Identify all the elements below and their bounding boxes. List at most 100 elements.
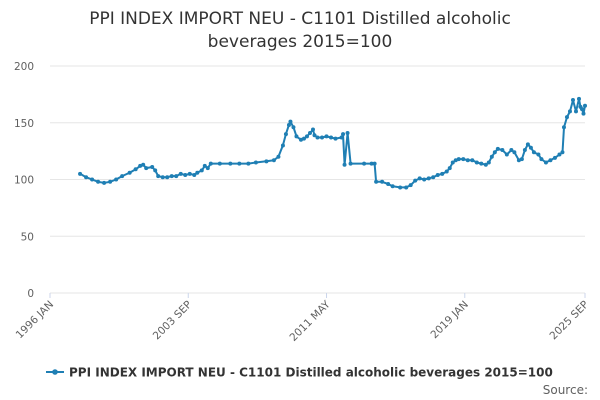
data-point[interactable] (483, 162, 488, 167)
data-point[interactable] (408, 183, 413, 188)
data-point[interactable] (160, 175, 165, 180)
data-point[interactable] (271, 158, 276, 163)
data-point[interactable] (114, 177, 119, 182)
data-point[interactable] (205, 166, 210, 171)
data-point[interactable] (310, 127, 315, 132)
data-point[interactable] (288, 119, 293, 124)
data-point[interactable] (90, 177, 95, 182)
data-point[interactable] (447, 166, 452, 171)
data-point[interactable] (348, 161, 353, 166)
data-point[interactable] (486, 160, 491, 165)
data-point[interactable] (199, 168, 204, 173)
data-point[interactable] (536, 152, 541, 157)
data-point[interactable] (522, 147, 527, 152)
data-point[interactable] (440, 171, 445, 176)
data-point[interactable] (374, 179, 379, 184)
data-point[interactable] (144, 166, 149, 171)
data-point[interactable] (320, 135, 325, 140)
data-point[interactable] (178, 171, 183, 176)
data-point[interactable] (195, 170, 200, 175)
data-point[interactable] (504, 152, 509, 157)
data-point[interactable] (246, 161, 251, 166)
data-point[interactable] (228, 161, 233, 166)
data-point[interactable] (192, 172, 197, 177)
data-point[interactable] (531, 150, 536, 155)
data-point[interactable] (576, 96, 581, 101)
data-point[interactable] (253, 160, 258, 165)
data-point[interactable] (298, 137, 303, 142)
data-point[interactable] (217, 161, 222, 166)
data-point[interactable] (417, 176, 422, 181)
data-point[interactable] (557, 152, 562, 157)
data-point[interactable] (208, 161, 213, 166)
data-point[interactable] (153, 168, 158, 173)
data-point[interactable] (341, 132, 346, 137)
data-point[interactable] (525, 142, 530, 147)
data-point[interactable] (413, 178, 418, 183)
data-point[interactable] (390, 184, 395, 189)
data-point[interactable] (120, 174, 125, 179)
data-point[interactable] (479, 161, 484, 166)
data-point[interactable] (169, 174, 174, 179)
data-point[interactable] (573, 109, 578, 114)
data-point[interactable] (333, 136, 338, 141)
data-point[interactable] (453, 158, 458, 163)
data-point[interactable] (500, 147, 505, 152)
data-point[interactable] (312, 133, 317, 138)
data-point[interactable] (362, 161, 367, 166)
data-point[interactable] (465, 158, 470, 163)
data-point[interactable] (283, 132, 288, 137)
data-point[interactable] (84, 175, 89, 180)
data-point[interactable] (426, 176, 431, 181)
data-point[interactable] (138, 163, 143, 168)
data-point[interactable] (489, 154, 494, 159)
data-point[interactable] (519, 157, 524, 162)
data-point[interactable] (183, 172, 188, 177)
data-point[interactable] (579, 107, 584, 112)
data-point[interactable] (294, 134, 299, 139)
data-point[interactable] (474, 160, 479, 165)
data-point[interactable] (450, 160, 455, 165)
data-point[interactable] (324, 134, 329, 139)
data-point[interactable] (304, 134, 309, 139)
data-point[interactable] (404, 185, 409, 190)
data-point[interactable] (165, 175, 170, 180)
data-point[interactable] (315, 135, 320, 140)
data-point[interactable] (202, 163, 207, 168)
data-point[interactable] (96, 179, 101, 184)
data-point[interactable] (291, 125, 296, 130)
data-point[interactable] (380, 179, 385, 184)
data-point[interactable] (339, 135, 344, 140)
data-point[interactable] (150, 165, 155, 170)
data-point[interactable] (570, 98, 575, 103)
data-point[interactable] (398, 185, 403, 190)
data-point[interactable] (345, 130, 350, 135)
data-point[interactable] (444, 169, 449, 174)
data-point[interactable] (567, 109, 572, 114)
data-point[interactable] (237, 161, 242, 166)
data-point[interactable] (516, 158, 521, 163)
data-point[interactable] (174, 174, 179, 179)
data-point[interactable] (456, 157, 461, 162)
data-point[interactable] (372, 161, 377, 166)
legend[interactable]: PPI INDEX IMPORT NEU - C1101 Distilled a… (46, 366, 553, 380)
data-point[interactable] (561, 125, 566, 130)
data-point[interactable] (369, 161, 374, 166)
data-point[interactable] (581, 111, 586, 116)
data-point[interactable] (435, 172, 440, 177)
data-point[interactable] (342, 162, 347, 167)
data-point[interactable] (422, 177, 427, 182)
data-point[interactable] (560, 150, 565, 155)
data-point[interactable] (264, 159, 269, 164)
source-label[interactable]: Source: (543, 383, 588, 397)
data-point[interactable] (133, 167, 138, 172)
data-point[interactable] (539, 157, 544, 162)
data-point[interactable] (492, 150, 497, 155)
data-point[interactable] (156, 174, 161, 179)
data-point[interactable] (564, 115, 569, 120)
data-point[interactable] (548, 158, 553, 163)
data-point[interactable] (431, 175, 436, 180)
series-line[interactable] (79, 97, 586, 189)
data-point[interactable] (329, 135, 334, 140)
data-point[interactable] (583, 103, 587, 108)
